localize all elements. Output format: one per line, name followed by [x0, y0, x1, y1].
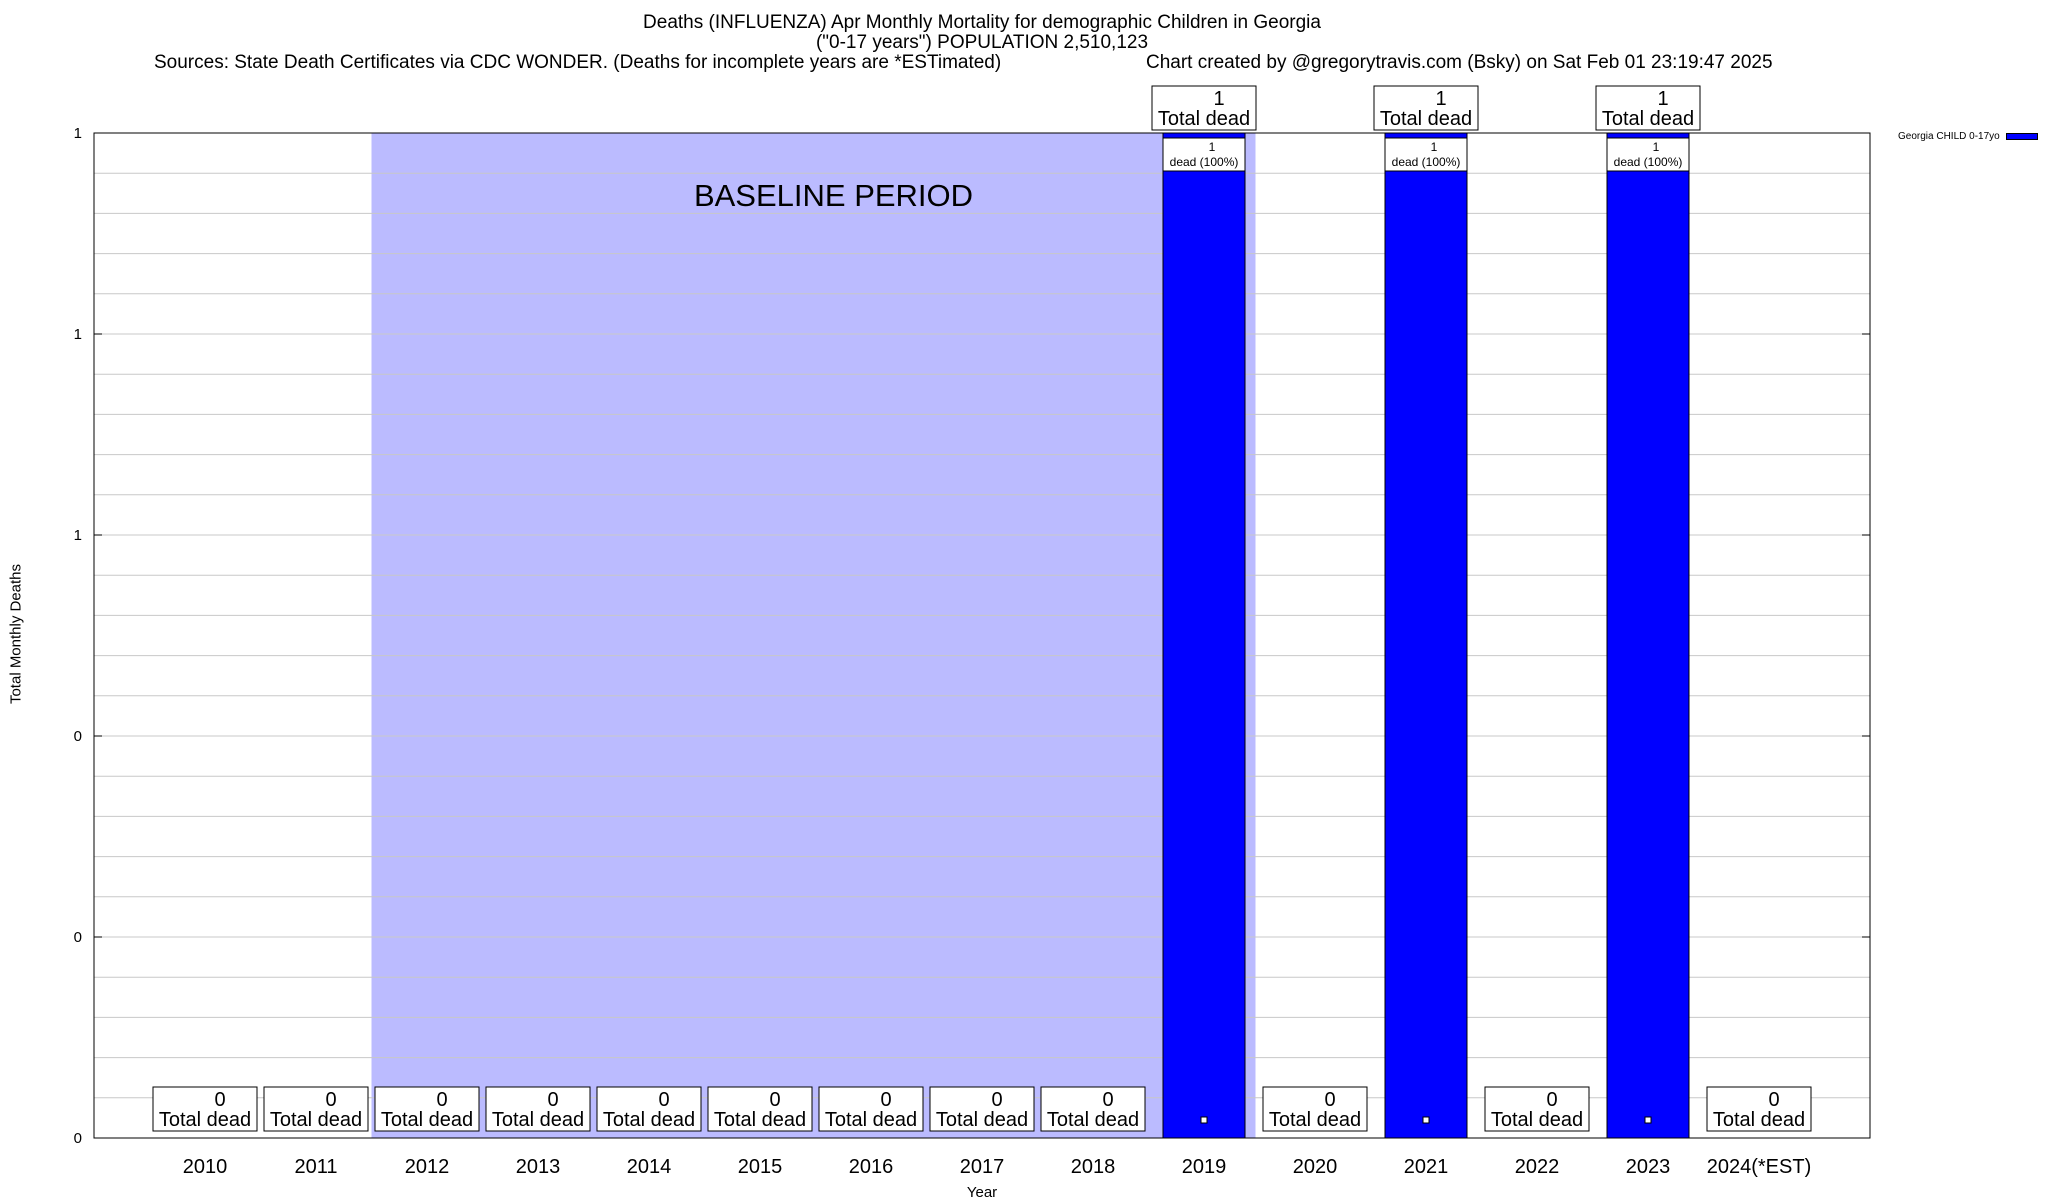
plot-frame: [93, 132, 1871, 1139]
total-label-value: 0: [880, 1089, 891, 1111]
total-label-suffix: Total dead: [1158, 108, 1250, 130]
total-label-value: 0: [658, 1089, 669, 1111]
total-label-value: 1: [1657, 88, 1668, 110]
total-label-suffix: Total dead: [714, 1109, 806, 1131]
x-tick-label: 2024(*EST): [1707, 1156, 1812, 1178]
total-label-value: 0: [991, 1089, 1002, 1111]
total-label-suffix: Total dead: [1602, 108, 1694, 130]
x-tick-label: 2014: [627, 1156, 672, 1178]
y-tick-label: 0: [74, 929, 82, 946]
chart-subtitle: ("0-17 years") POPULATION 2,510,123: [815, 32, 1149, 53]
y-tick-label: 1: [74, 125, 82, 142]
x-tick-label: 2022: [1515, 1156, 1560, 1178]
total-label-value: 0: [1324, 1089, 1335, 1111]
total-label-box: [374, 1086, 480, 1132]
total-label-box: [485, 1086, 591, 1132]
inner-label-value: 1: [1431, 140, 1438, 154]
legend-swatch: [2005, 133, 2038, 140]
x-tick-label: 2018: [1071, 1156, 1116, 1178]
inner-label-suffix: dead (100%): [1614, 155, 1683, 169]
x-tick-marker: [1200, 1116, 1208, 1124]
bar: [1384, 132, 1468, 1139]
total-label-suffix: Total dead: [825, 1109, 917, 1131]
total-label-box: [707, 1086, 813, 1132]
credit-note: Chart created by @gregorytravis.com (Bsk…: [1146, 52, 1773, 73]
total-label-box: [1595, 85, 1701, 131]
inner-label-box: [1162, 137, 1246, 172]
x-tick-label: 2013: [516, 1156, 561, 1178]
inner-label-value: 1: [1653, 140, 1660, 154]
inner-label-suffix: dead (100%): [1170, 155, 1239, 169]
x-tick-marker: [1422, 1116, 1430, 1124]
total-label-value: 0: [547, 1089, 558, 1111]
total-label-suffix: Total dead: [270, 1109, 362, 1131]
total-label-box: [1040, 1086, 1146, 1132]
bar: [1162, 132, 1246, 1139]
bar: [1606, 132, 1690, 1139]
inner-label-value: 1: [1209, 140, 1216, 154]
x-tick-label: 2021: [1404, 1156, 1449, 1178]
total-label-value: 0: [1546, 1089, 1557, 1111]
total-label-value: 0: [325, 1089, 336, 1111]
legend: Georgia CHILD 0-17yo: [1898, 131, 2038, 142]
y-tick-label: 1: [74, 527, 82, 544]
legend-label: Georgia CHILD 0-17yo: [1898, 131, 2000, 142]
total-label-box: [263, 1086, 369, 1132]
total-label-suffix: Total dead: [1047, 1109, 1139, 1131]
total-label-box: [1706, 1086, 1812, 1132]
total-label-suffix: Total dead: [603, 1109, 695, 1131]
total-label-box: [818, 1086, 924, 1132]
sources-note: Sources: State Death Certificates via CD…: [154, 52, 1002, 73]
x-tick-label: 2015: [738, 1156, 783, 1178]
total-label-value: 0: [1102, 1089, 1113, 1111]
total-label-value: 0: [214, 1089, 225, 1111]
y-tick-label: 0: [74, 1130, 82, 1147]
total-label-box: [152, 1086, 258, 1132]
x-tick-label: 2016: [849, 1156, 894, 1178]
x-tick-label: 2010: [183, 1156, 228, 1178]
x-tick-marker: [1644, 1116, 1652, 1124]
total-label-suffix: Total dead: [1491, 1109, 1583, 1131]
x-tick-label: 2019: [1182, 1156, 1227, 1178]
total-label-suffix: Total dead: [1380, 108, 1472, 130]
inner-label-suffix: dead (100%): [1392, 155, 1461, 169]
total-label-box: [929, 1086, 1035, 1132]
y-axis-label: Total Monthly Deaths: [7, 563, 25, 705]
x-tick-label: 2023: [1626, 1156, 1671, 1178]
total-label-box: [1373, 85, 1479, 131]
total-label-suffix: Total dead: [492, 1109, 584, 1131]
x-axis-label: Year: [966, 1184, 998, 1201]
inner-label-box: [1606, 137, 1690, 172]
chart-title: Deaths (INFLUENZA) Apr Monthly Mortality…: [643, 12, 1321, 33]
total-label-value: 1: [1213, 88, 1224, 110]
y-tick-label: 0: [74, 728, 82, 745]
total-label-suffix: Total dead: [381, 1109, 473, 1131]
x-tick-label: 2020: [1293, 1156, 1338, 1178]
total-label-suffix: Total dead: [159, 1109, 251, 1131]
total-label-suffix: Total dead: [1269, 1109, 1361, 1131]
y-tick-label: 1: [74, 326, 82, 343]
total-label-value: 0: [436, 1089, 447, 1111]
x-tick-label: 2011: [294, 1156, 337, 1178]
total-label-value: 0: [1768, 1089, 1779, 1111]
total-label-suffix: Total dead: [1713, 1109, 1805, 1131]
total-label-suffix: Total dead: [936, 1109, 1028, 1131]
baseline-band: [371, 133, 1256, 1138]
total-label-value: 1: [1435, 88, 1446, 110]
inner-label-box: [1384, 137, 1468, 172]
total-label-value: 0: [769, 1089, 780, 1111]
total-label-box: [596, 1086, 702, 1132]
total-label-box: [1484, 1086, 1590, 1132]
x-tick-label: 2012: [405, 1156, 450, 1178]
x-tick-label: 2017: [960, 1156, 1005, 1178]
total-label-box: [1151, 85, 1257, 131]
total-label-box: [1262, 1086, 1368, 1132]
baseline-label: BASELINE PERIOD: [694, 178, 973, 213]
